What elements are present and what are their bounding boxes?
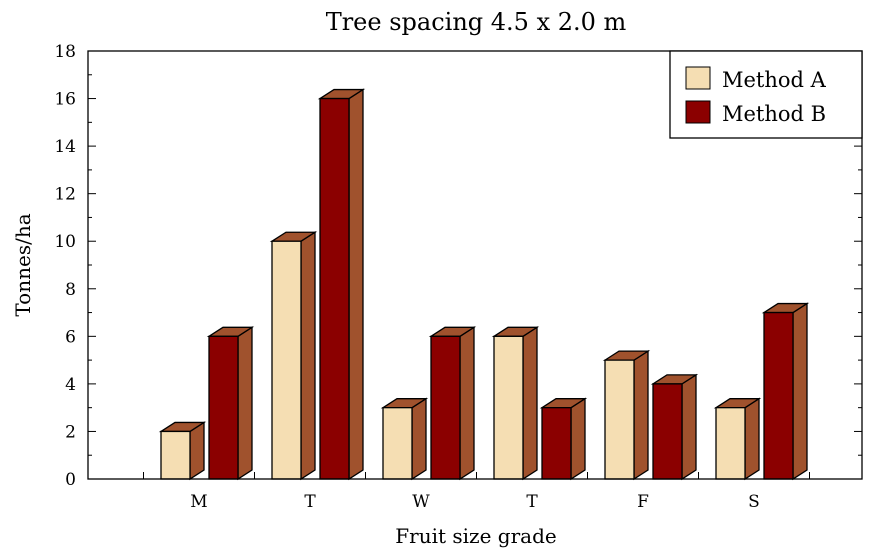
- y-tick-label: 8: [65, 280, 76, 300]
- bar-side: [633, 349, 649, 481]
- bar-method-b: [541, 407, 572, 480]
- plot-area: 0 2 4 6 8 10 12 14 16 18 M T W T F S: [54, 42, 862, 512]
- x-tick-label: S: [748, 492, 760, 512]
- bar-side: [237, 326, 253, 481]
- bar-method-b: [652, 383, 683, 480]
- legend-label-b: Method B: [722, 102, 826, 126]
- bar-method-a: [271, 240, 302, 480]
- bar-side: [744, 397, 760, 481]
- bar-method-a: [160, 430, 191, 480]
- y-tick-label: 10: [54, 232, 76, 252]
- bar-side: [411, 397, 427, 481]
- x-tick-label: T: [526, 492, 538, 512]
- legend-label-a: Method A: [722, 68, 827, 92]
- x-tick-label: W: [412, 492, 430, 512]
- x-tick-label: T: [304, 492, 316, 512]
- x-tick-label: F: [637, 492, 649, 512]
- bar-side: [522, 326, 538, 481]
- bar-method-a: [493, 335, 524, 480]
- bar-method-a: [382, 407, 413, 480]
- y-tick-label: 18: [54, 42, 76, 62]
- bar-method-b: [319, 97, 350, 480]
- y-tick-label: 16: [54, 90, 76, 110]
- chart-title: Tree spacing 4.5 x 2.0 m: [326, 8, 627, 36]
- bar-side: [570, 397, 586, 481]
- bar-side: [792, 302, 808, 481]
- bar-method-a: [715, 407, 746, 480]
- bar-method-a: [604, 359, 635, 480]
- plot-frame: [87, 50, 863, 480]
- bar-side: [459, 326, 475, 481]
- x-axis-label: Fruit size grade: [395, 524, 556, 548]
- y-tick-label: 12: [54, 185, 76, 205]
- bar-method-b: [208, 335, 239, 480]
- bar-side: [348, 88, 364, 481]
- bar-side: [300, 231, 316, 481]
- y-tick-label: 6: [65, 327, 76, 347]
- bar-side: [189, 421, 205, 481]
- y-tick-label: 14: [54, 137, 76, 157]
- bar-side: [681, 373, 697, 481]
- legend-swatch-b: [685, 100, 711, 124]
- legend-swatch-a: [685, 66, 711, 90]
- legend: Method A Method B: [669, 50, 863, 139]
- y-tick-label: 4: [65, 375, 76, 395]
- x-tick-label: M: [190, 492, 207, 512]
- y-axis-label: Tonnes/ha: [11, 213, 35, 316]
- bar-method-b: [763, 311, 794, 480]
- y-tick-label: 0: [65, 470, 76, 490]
- bar-method-b: [430, 335, 461, 480]
- y-tick-label: 2: [65, 422, 76, 442]
